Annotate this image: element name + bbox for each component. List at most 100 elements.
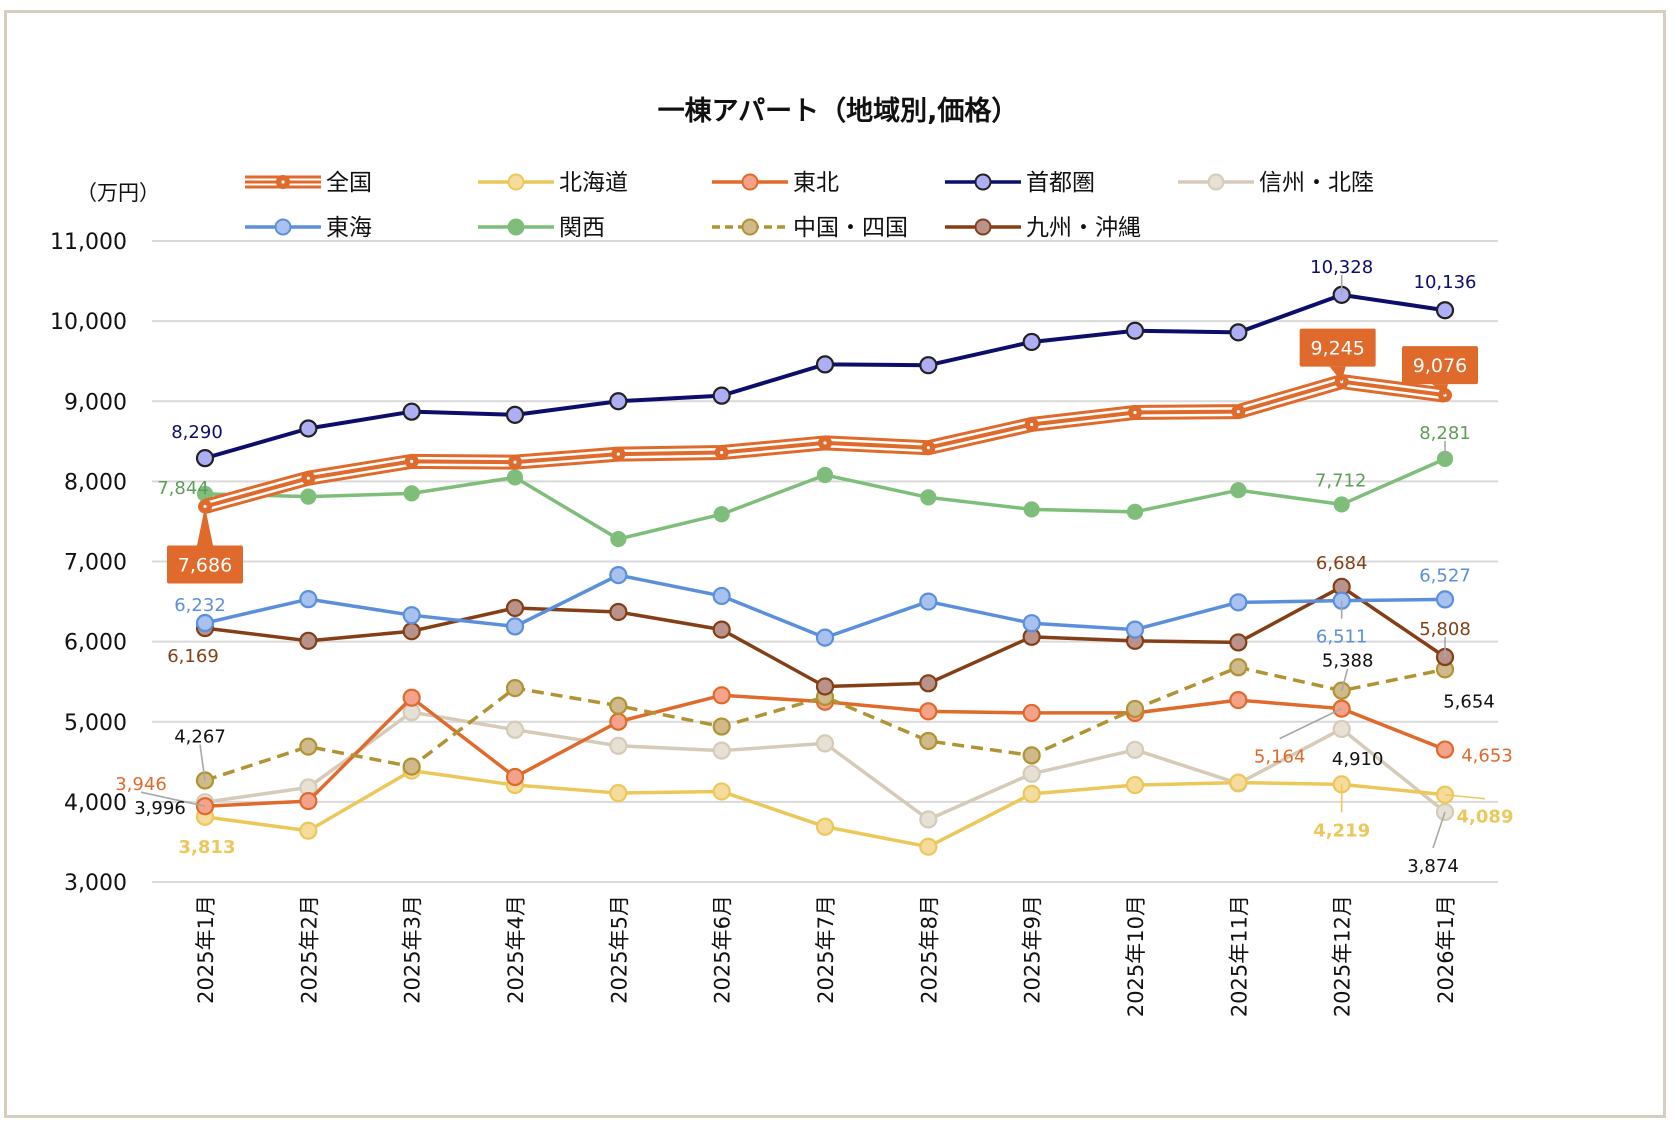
data-point xyxy=(506,469,524,486)
data-point xyxy=(299,737,318,756)
y-tick-label: 8,000 xyxy=(64,470,127,495)
data-point xyxy=(505,678,525,698)
data-point xyxy=(609,712,628,731)
x-tick-label: 2025年11月 xyxy=(1227,895,1251,1017)
gridlines xyxy=(152,240,1498,883)
series-全国 xyxy=(198,374,1452,514)
leader-line xyxy=(1432,811,1446,849)
data-label: 9,076 xyxy=(1413,355,1467,377)
data-point xyxy=(610,530,627,548)
data-point xyxy=(609,566,628,585)
data-label: 9,245 xyxy=(1310,338,1364,360)
legend-marker xyxy=(974,173,992,191)
data-point xyxy=(713,506,730,523)
data-label: 10,136 xyxy=(1414,272,1477,293)
data-point xyxy=(1333,496,1350,513)
data-point xyxy=(1230,482,1247,499)
label-box xyxy=(167,545,243,584)
data-point xyxy=(919,356,938,375)
data-point xyxy=(195,613,215,633)
data-point-center xyxy=(513,460,517,464)
data-point xyxy=(609,736,628,755)
label-box xyxy=(1402,346,1478,385)
series-line xyxy=(204,292,1446,461)
data-point xyxy=(1229,691,1248,710)
data-label: 3,996 xyxy=(134,798,186,819)
y-tick-label: 6,000 xyxy=(64,631,127,656)
data-point xyxy=(919,731,938,751)
data-point xyxy=(1125,620,1145,639)
y-tick-label: 5,000 xyxy=(64,711,127,736)
data-point xyxy=(712,782,731,801)
data-point xyxy=(1125,699,1145,719)
data-label: 5,654 xyxy=(1443,691,1495,712)
series-layer xyxy=(195,285,1455,856)
data-point-center xyxy=(1236,410,1240,414)
y-tick-label: 10,000 xyxy=(50,310,127,335)
series-line xyxy=(204,573,1446,640)
data-label: 8,281 xyxy=(1419,423,1471,444)
data-point xyxy=(1332,719,1351,739)
data-point xyxy=(1229,658,1248,677)
data-point xyxy=(1435,740,1455,759)
label-callout-pointer xyxy=(1329,366,1346,382)
y-axis-ticks: 3,000 4,000 5,000 6,000 7,000 8,000 9,000 10,00… xyxy=(50,230,127,896)
x-tick-label: 2025年6月 xyxy=(711,895,735,1004)
data-point xyxy=(919,674,938,693)
data-point xyxy=(919,592,938,611)
legend-label: 九州・沖縄 xyxy=(1026,215,1141,241)
data-point xyxy=(920,489,937,506)
x-tick-label: 2025年8月 xyxy=(917,895,941,1004)
data-point xyxy=(1022,784,1041,803)
data-point xyxy=(505,720,525,739)
data-point xyxy=(299,821,318,840)
legend-item: 東海 xyxy=(245,215,372,241)
data-point xyxy=(1229,323,1248,342)
data-label: 4,219 xyxy=(1313,820,1370,841)
legend-label: 東北 xyxy=(793,170,839,196)
x-tick-label: 2025年7月 xyxy=(814,895,838,1004)
data-label: 3,813 xyxy=(179,837,236,858)
data-point-center xyxy=(1133,410,1137,415)
data-label: 3,874 xyxy=(1407,856,1459,877)
data-point xyxy=(1022,746,1041,765)
data-point xyxy=(505,767,525,787)
data-label: 5,388 xyxy=(1322,651,1374,672)
chart-frame xyxy=(4,10,1666,1118)
leader-line xyxy=(1279,707,1343,740)
data-point xyxy=(712,717,731,736)
data-label: 6,684 xyxy=(1316,553,1368,574)
data-point xyxy=(609,696,628,715)
data-point xyxy=(1229,593,1248,612)
data-label: 10,328 xyxy=(1310,257,1373,278)
legend-label: 中国・四国 xyxy=(793,215,908,241)
data-point xyxy=(299,631,318,650)
y-tick-label: 4,000 xyxy=(64,791,127,816)
series-北海道 xyxy=(195,761,1455,856)
data-label: 6,527 xyxy=(1419,565,1471,586)
data-point xyxy=(609,602,628,622)
data-point-center xyxy=(410,459,414,463)
data-point-center xyxy=(823,441,827,445)
data-point xyxy=(1435,301,1455,320)
legend-item: 九州・沖縄 xyxy=(945,215,1141,241)
data-point xyxy=(402,688,421,707)
data-point xyxy=(1023,501,1040,518)
legend-marker xyxy=(274,218,292,236)
data-point xyxy=(712,386,731,405)
data-point xyxy=(1229,633,1248,652)
x-tick-label: 2025年12月 xyxy=(1331,895,1355,1017)
data-point xyxy=(1125,740,1145,759)
label-callout-pointer xyxy=(197,506,213,546)
y-axis-unit-label: （万円） xyxy=(76,181,160,205)
data-point-center xyxy=(306,476,310,480)
chart-title: 一棟アパート（地域別,価格） xyxy=(658,96,1019,127)
data-point xyxy=(1435,590,1455,609)
data-point xyxy=(402,606,421,625)
legend-marker xyxy=(741,218,759,236)
data-label: 4,267 xyxy=(174,726,226,747)
data-point xyxy=(1022,614,1041,633)
label-box xyxy=(1299,328,1376,367)
